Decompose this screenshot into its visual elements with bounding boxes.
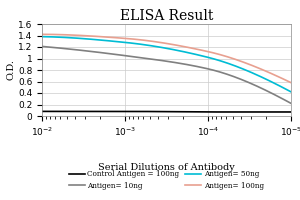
X-axis label: Serial Dilutions of Antibody: Serial Dilutions of Antibody — [98, 163, 235, 172]
Y-axis label: O.D.: O.D. — [6, 60, 15, 80]
Legend: Control Antigen = 100ng, Antigen= 10ng, Antigen= 50ng, Antigen= 100ng: Control Antigen = 100ng, Antigen= 10ng, … — [66, 167, 267, 193]
Title: ELISA Result: ELISA Result — [120, 9, 213, 23]
